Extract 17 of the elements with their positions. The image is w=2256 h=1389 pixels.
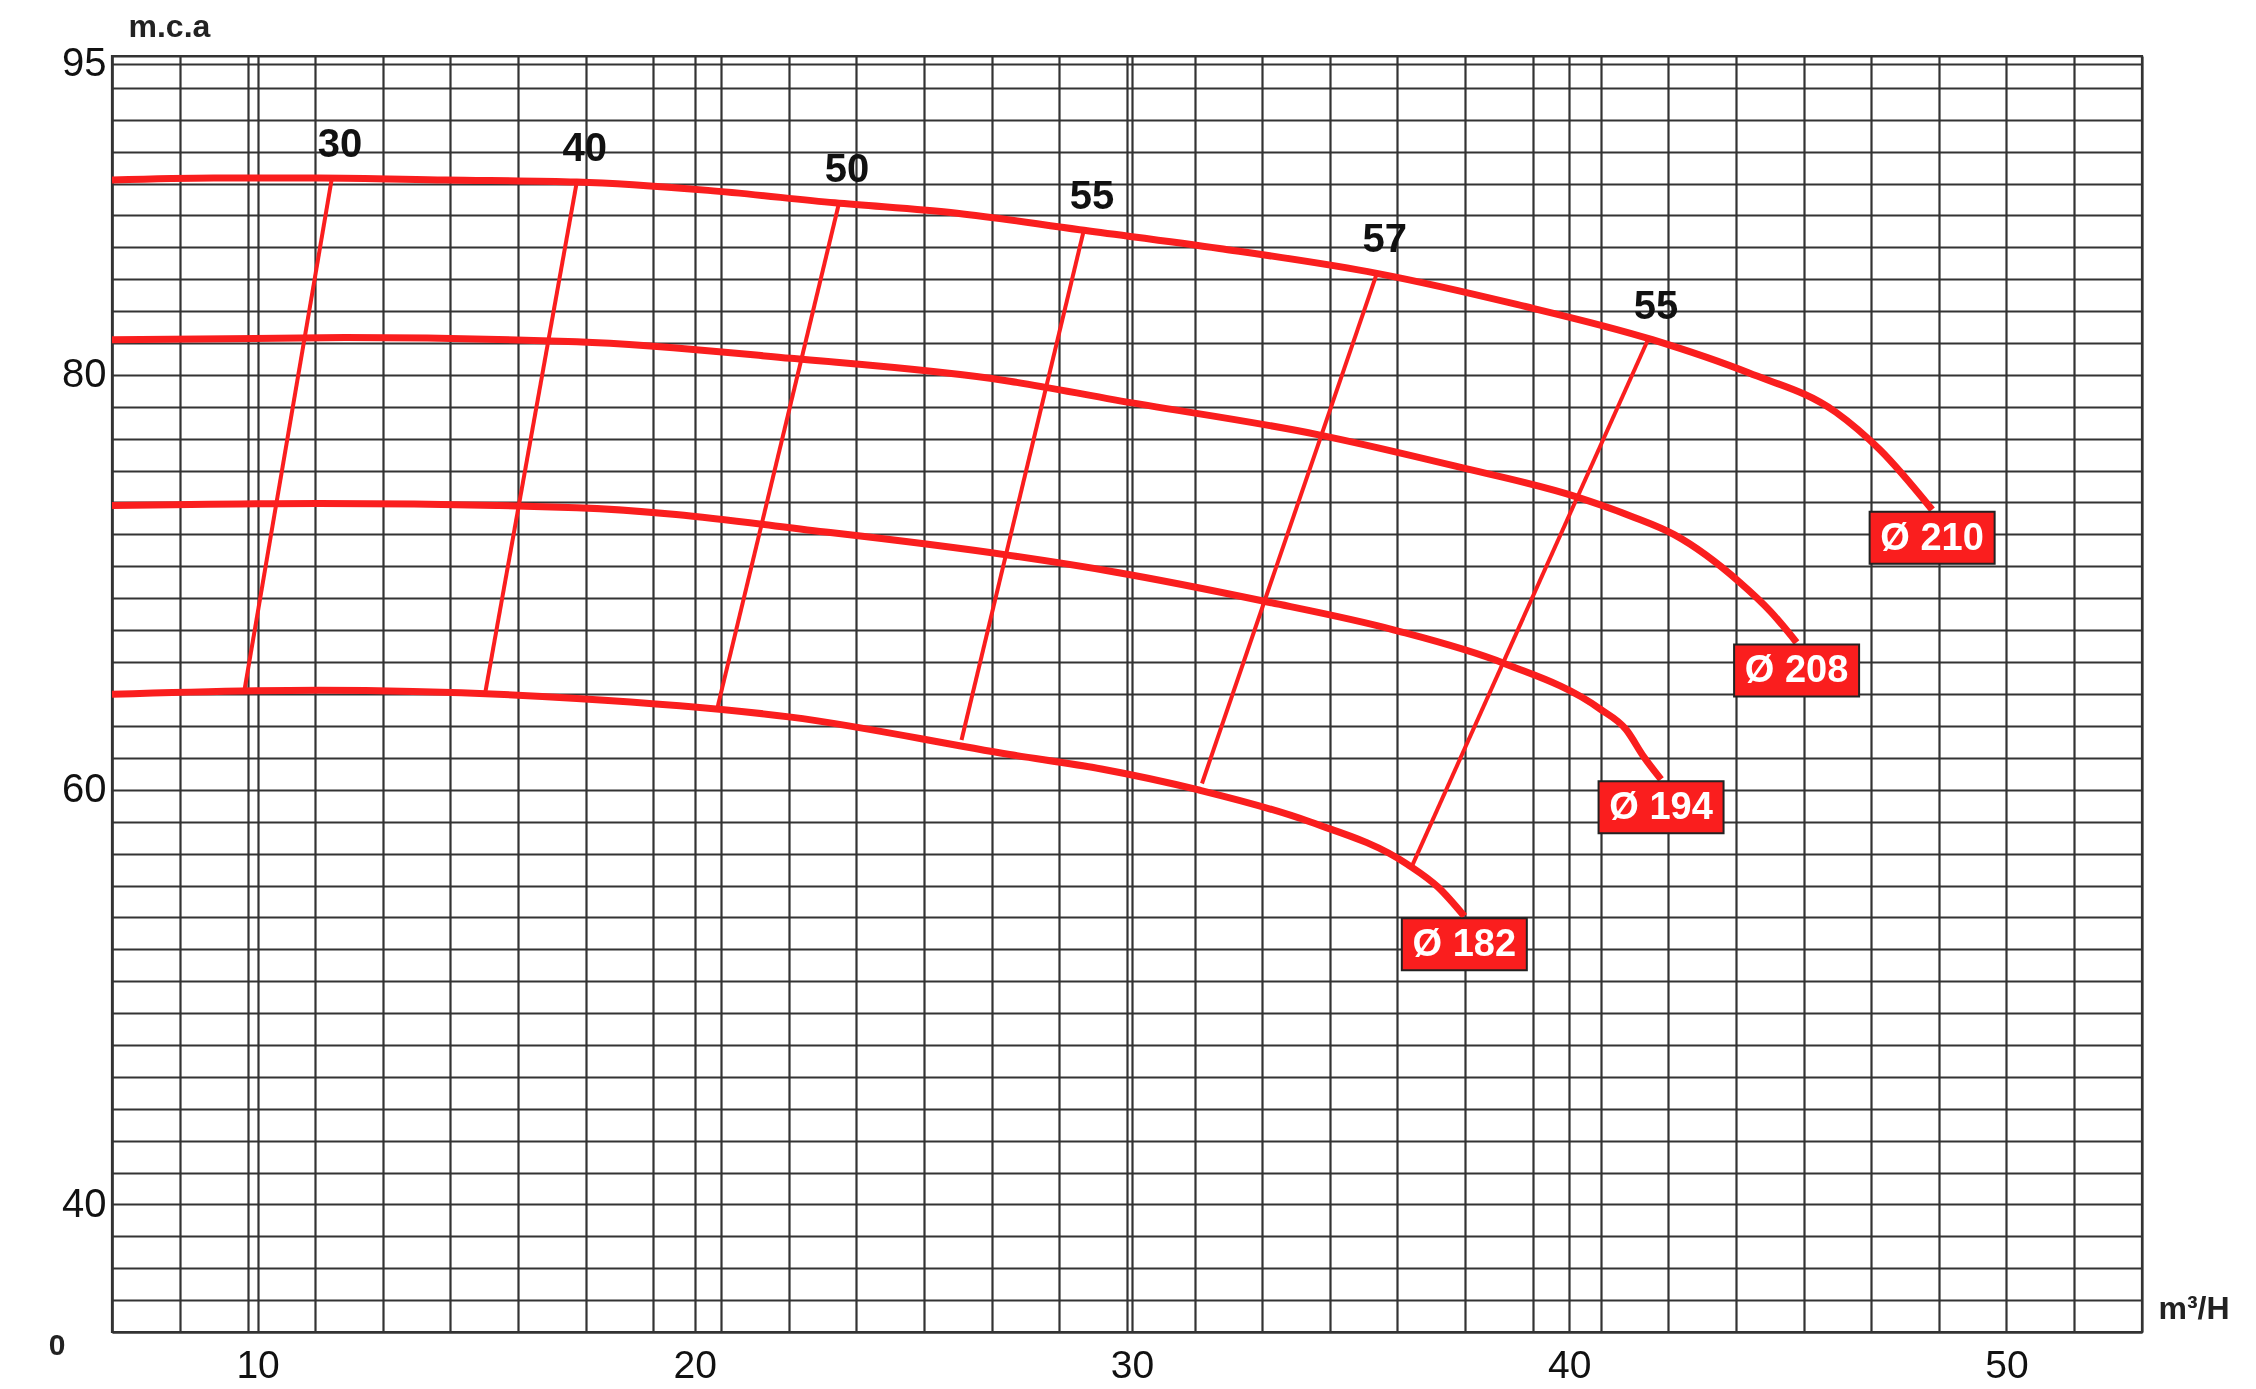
x-axis-title: m³/H — [2158, 1289, 2230, 1326]
series-label: Ø 182 — [1412, 922, 1517, 965]
annotation: 55 — [1069, 172, 1115, 217]
text: 0 — [48, 1328, 66, 1361]
x-tick-label: 40 — [1548, 1342, 1592, 1386]
y-tick-label: 40 — [62, 1180, 107, 1225]
x-tick-label: 10 — [236, 1342, 280, 1386]
x-tick-label: 20 — [673, 1342, 718, 1386]
series-label: Ø 208 — [1744, 648, 1849, 691]
y-tick-label: 60 — [62, 766, 107, 811]
x-tick-label: 30 — [1110, 1342, 1155, 1386]
y-tick-label: 80 — [62, 351, 107, 396]
y-tick-label: 95 — [62, 40, 107, 85]
y-axis-title: m.c.a — [128, 7, 211, 44]
x-tick-label: 50 — [1985, 1342, 2029, 1386]
series-label: Ø 210 — [1880, 515, 1984, 558]
series-label: Ø 194 — [1609, 785, 1713, 828]
